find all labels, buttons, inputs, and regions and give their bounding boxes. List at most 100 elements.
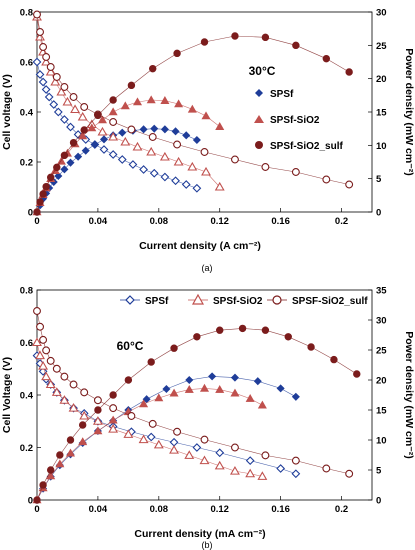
power-point xyxy=(150,124,159,133)
voltage-point xyxy=(109,118,118,126)
panel-label: (a) xyxy=(202,263,213,273)
y-tick-label: 0.2 xyxy=(20,158,33,169)
voltage-point xyxy=(35,350,45,360)
voltage-point xyxy=(41,85,51,94)
voltage-point xyxy=(146,432,156,442)
x-tick-label: 0 xyxy=(34,216,39,227)
y-tick-label: 0.8 xyxy=(20,8,33,19)
power-point xyxy=(276,384,285,393)
legend-item-spsf-sio2-sulf: SPSf-SiO2_sulf xyxy=(255,141,343,152)
voltage-point xyxy=(200,435,209,444)
legend-item-spsf-sio2: SPSf-SiO2 xyxy=(254,115,320,126)
voltage-point xyxy=(109,404,118,413)
power-point xyxy=(173,49,181,58)
x-tick-label: 0 xyxy=(34,504,39,515)
voltage-point xyxy=(52,73,61,81)
voltage-point xyxy=(171,176,180,186)
power-point xyxy=(78,421,87,429)
power-point xyxy=(60,151,69,160)
legend-marker-diamond xyxy=(125,295,135,305)
power-point xyxy=(154,393,164,402)
power-point xyxy=(322,54,331,63)
power-point xyxy=(124,376,133,384)
power-point xyxy=(65,448,76,457)
legend-label: SPSF-SiO2_sulf xyxy=(292,296,368,307)
power-point xyxy=(78,437,88,446)
voltage-point xyxy=(146,146,157,156)
power-point xyxy=(160,96,170,104)
voltage-point xyxy=(35,70,45,79)
power-point xyxy=(56,451,64,459)
y2-tick-label: 10 xyxy=(376,436,387,447)
power-point xyxy=(146,95,156,104)
power-point xyxy=(245,393,255,402)
voltage-point xyxy=(127,125,136,134)
x-axis-label: Current density (mA cm⁻²) xyxy=(134,528,265,540)
legend: SPSf SPSf-SiO2 SPSF-SiO2_sulf xyxy=(120,293,368,307)
voltage-point xyxy=(192,443,202,452)
x-tick-label: 0.16 xyxy=(271,216,290,227)
voltage-point xyxy=(132,141,143,151)
power-point xyxy=(169,388,179,397)
chart-panel-60c: 0 0.04 0.08 0.12 0.16 0.2 0 0.2 0.4 0.6 0.8 0 5 10 15 2… xyxy=(1,286,415,550)
voltage-point xyxy=(192,183,202,193)
power-point xyxy=(66,158,75,167)
power-point xyxy=(33,208,41,216)
power-point xyxy=(109,391,117,399)
panel-label: (b) xyxy=(202,540,213,550)
power-point xyxy=(127,81,136,90)
y-tick-label: 0.6 xyxy=(20,58,33,69)
power-point xyxy=(330,355,338,364)
power-point xyxy=(74,152,83,161)
power-point xyxy=(171,127,180,136)
voltage-point xyxy=(245,456,255,466)
voltage-point xyxy=(45,379,56,389)
voltage-point xyxy=(199,455,210,465)
power-point xyxy=(109,96,117,104)
voltage-point xyxy=(46,63,55,71)
power-point xyxy=(182,131,191,140)
power-point xyxy=(54,171,63,181)
voltage-point xyxy=(60,83,69,91)
y-axis-label: Cell Voltage (V) xyxy=(1,357,13,433)
voltage-point xyxy=(69,93,78,101)
x-tick-label: 0.04 xyxy=(89,216,108,227)
voltage-point xyxy=(59,395,70,404)
voltage-point xyxy=(230,466,240,475)
power-point xyxy=(353,370,361,378)
voltage-point xyxy=(214,460,225,470)
series-spsf-sio2-sulf xyxy=(33,10,354,216)
y2-tick-label: 25 xyxy=(376,41,387,52)
voltage-point xyxy=(201,166,211,176)
voltage-point xyxy=(215,448,225,458)
tick-labels: 0 0.04 0.08 0.12 0.16 0.2 0 0.2 0.4 0.6 0.8 0 5 10 15 2… xyxy=(20,286,388,516)
power-point xyxy=(199,383,210,392)
y2-tick-label: 35 xyxy=(376,286,387,297)
voltage-point xyxy=(97,126,108,136)
voltage-point xyxy=(148,419,157,428)
voltage-point xyxy=(39,43,48,51)
power-point xyxy=(94,111,102,120)
voltage-point xyxy=(42,53,51,61)
power-point xyxy=(94,406,102,414)
power-point xyxy=(93,426,103,435)
voltage-point xyxy=(148,133,157,141)
x-tick-label: 0.12 xyxy=(210,216,229,227)
voltage-point xyxy=(291,469,301,479)
y2-tick-label: 15 xyxy=(376,406,387,417)
voltage-point xyxy=(149,168,159,178)
voltage-point xyxy=(35,31,45,41)
voltage-point xyxy=(46,356,55,365)
voltage-point xyxy=(153,439,164,449)
voltage-point xyxy=(184,450,195,459)
voltage-point xyxy=(187,161,198,171)
chart-panel-30c: 0 0.04 0.08 0.12 0.16 0.2 0 0.2 0.4 0.6 0.8 0 5 10 15 2… xyxy=(1,8,415,274)
y2-tick-label: 25 xyxy=(376,346,387,357)
voltage-point xyxy=(120,136,131,146)
voltage-point xyxy=(128,160,138,169)
voltage-point xyxy=(345,180,354,189)
voltage-point xyxy=(322,175,331,184)
x-tick-label: 0.08 xyxy=(150,504,169,515)
y2-tick-label: 0 xyxy=(376,208,381,219)
